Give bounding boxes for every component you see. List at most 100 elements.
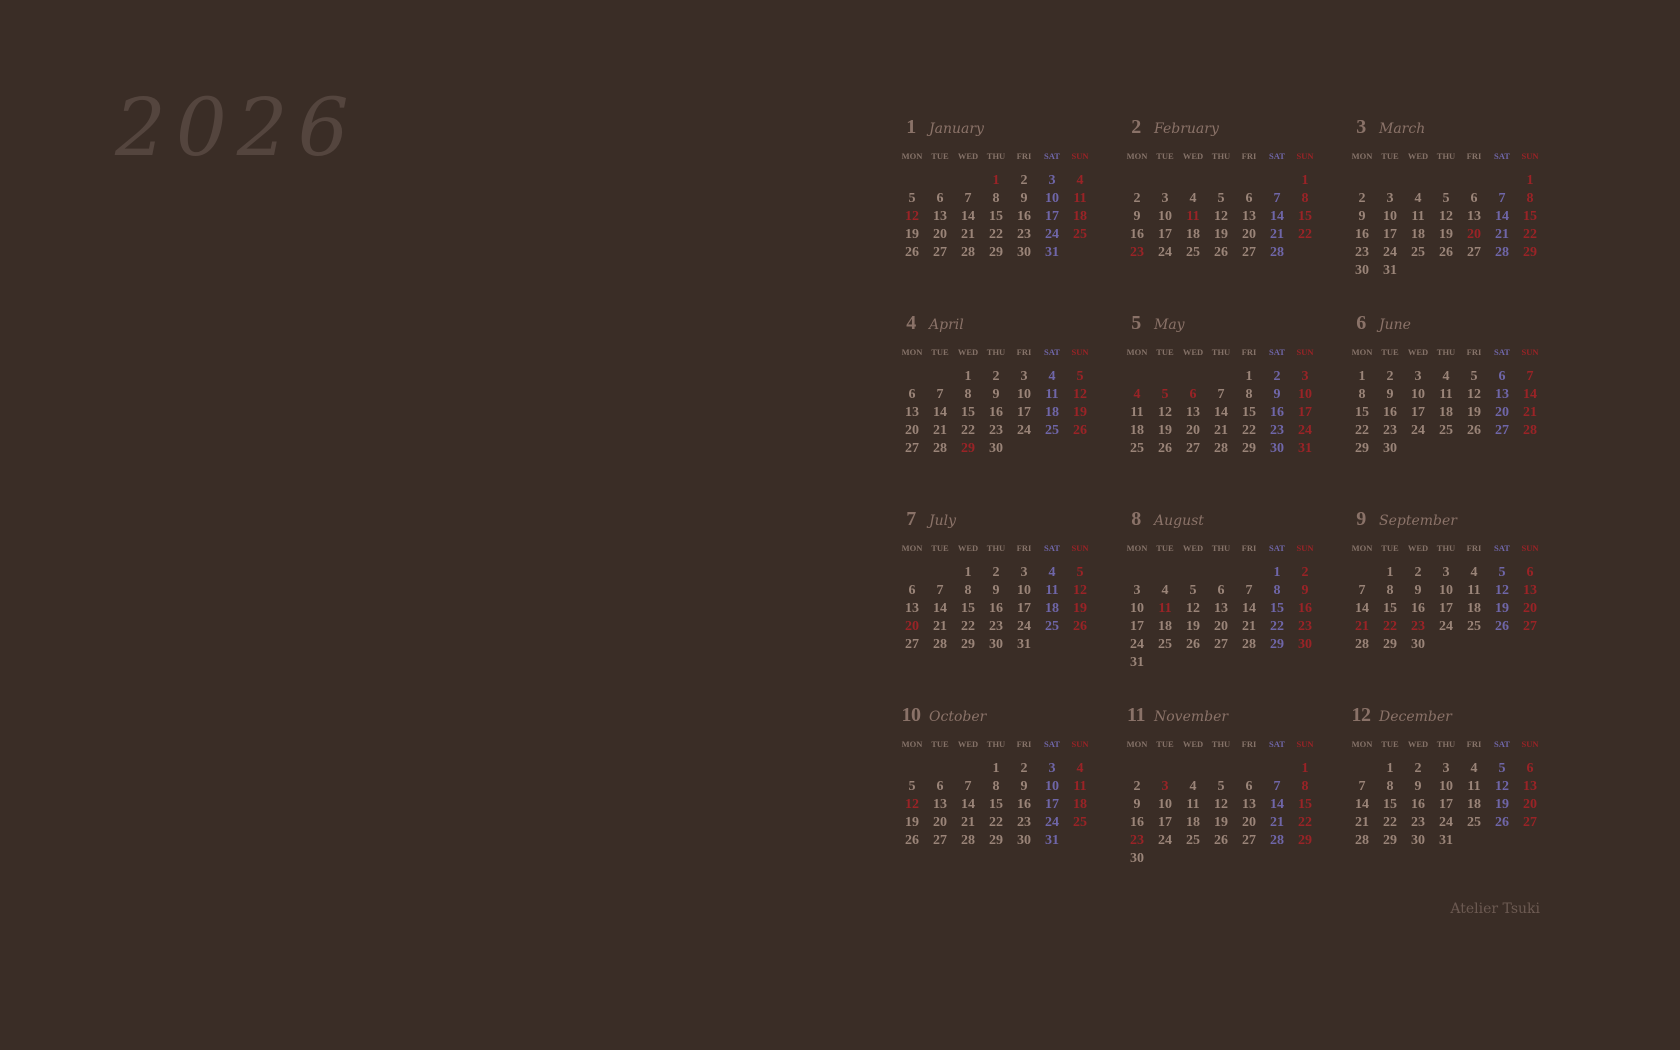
weekday-label: WED: [1182, 543, 1204, 553]
day-cell: 12: [1495, 583, 1509, 598]
day-cell: 23: [1017, 815, 1031, 830]
empty-cell: [1263, 172, 1291, 190]
day-cell: 4: [1076, 173, 1084, 188]
day-cell: 12: [1467, 387, 1481, 402]
day-cell: 19: [1158, 423, 1172, 438]
day-cell: 21: [1242, 619, 1256, 634]
day-cell: 22: [1383, 619, 1397, 634]
day-cell: 12: [1158, 405, 1172, 420]
weekday-label: FRI: [1466, 739, 1482, 749]
weekday-label: SAT: [1269, 739, 1285, 749]
month-name: September: [1379, 513, 1457, 529]
empty-cell: [1376, 172, 1404, 190]
day-cell: 26: [1439, 245, 1453, 260]
day-cell: 27: [1214, 637, 1228, 652]
weekday-label: TUE: [1381, 543, 1399, 553]
day-cell: 2: [992, 565, 1000, 580]
day-cell: 24: [1383, 245, 1397, 260]
weekday-label: SAT: [1044, 151, 1060, 161]
week-row: 23 24 25 26 27 28 29: [1348, 244, 1573, 262]
day-cell: 22: [1242, 423, 1256, 438]
day-cell: 29: [1242, 441, 1256, 456]
week-row: 14 15 16 17 18 19 20: [1348, 600, 1573, 618]
weekday-label: THU: [1436, 543, 1456, 553]
day-cell: 25: [1073, 227, 1087, 242]
weekday-label: SAT: [1494, 151, 1510, 161]
weekday-label: MON: [901, 151, 923, 161]
empty-cell: [1263, 760, 1291, 778]
day-cell: 31: [1298, 441, 1312, 456]
empty-cell: [1235, 564, 1263, 582]
day-cell: 2: [992, 369, 1000, 384]
day-cell: 31: [1130, 655, 1144, 670]
empty-cell: [1348, 172, 1376, 190]
weekday-label: TUE: [1381, 151, 1399, 161]
day-cell: 30: [1355, 263, 1369, 278]
brand-signature: Atelier Tsuki: [1450, 901, 1540, 917]
day-cell: 23: [1298, 619, 1312, 634]
day-cell: 9: [1358, 209, 1366, 224]
weekday-label: TUE: [931, 543, 949, 553]
day-cell: 22: [1355, 423, 1369, 438]
week-row: 6 7 8 9 10 11 12: [898, 386, 1123, 404]
day-cell: 12: [1214, 797, 1228, 812]
day-cell: 14: [1214, 405, 1228, 420]
day-cell: 14: [933, 405, 947, 420]
day-cell: 31: [1017, 637, 1031, 652]
weekday-row: MON TUE WED THU FRI SAT SUN: [1348, 543, 1573, 561]
empty-cell: [1123, 760, 1151, 778]
weekday-label: FRI: [1016, 739, 1032, 749]
day-cell: 29: [1383, 637, 1397, 652]
day-cell: 5: [1470, 369, 1478, 384]
month-name: January: [929, 121, 984, 137]
day-cell: 16: [1130, 815, 1144, 830]
day-cell: 9: [1386, 387, 1394, 402]
day-cell: 13: [933, 209, 947, 224]
weekday-label: WED: [1182, 739, 1204, 749]
week-row: 27 28 29 30 31: [898, 636, 1123, 654]
day-cell: 27: [1523, 619, 1537, 634]
day-cell: 20: [933, 227, 947, 242]
day-cell: 2: [1020, 173, 1028, 188]
weekday-label: SUN: [1296, 347, 1314, 357]
weekday-label: MON: [901, 739, 923, 749]
weekday-label: SAT: [1269, 347, 1285, 357]
day-cell: 7: [1358, 583, 1366, 598]
day-cell: 17: [1439, 797, 1453, 812]
month-header: 9 September: [1348, 508, 1573, 532]
week-row: 1: [1123, 760, 1348, 778]
day-cell: 10: [1439, 583, 1453, 598]
day-cell: 18: [1073, 797, 1087, 812]
weekday-label: MON: [1351, 543, 1373, 553]
day-cell: 12: [1214, 209, 1228, 224]
day-cell: 27: [1242, 833, 1256, 848]
day-cell: 10: [1158, 797, 1172, 812]
day-cell: 13: [1186, 405, 1200, 420]
week-row: 8 9 10 11 12 13 14: [1348, 386, 1573, 404]
weekday-row: MON TUE WED THU FRI SAT SUN: [1348, 739, 1573, 757]
week-row: 13 14 15 16 17 18 19: [898, 404, 1123, 422]
day-cell: 7: [936, 387, 944, 402]
day-cell: 13: [1467, 209, 1481, 224]
week-row: 7 8 9 10 11 12 13: [1348, 778, 1573, 796]
day-grid: 1 2 3 4 5 6 7 8 9 10 11 12 13 14 15 16 17 18 19 20 21 22 23 24 2…: [1348, 760, 1573, 850]
day-cell: 5: [1076, 369, 1084, 384]
day-cell: 29: [1270, 637, 1284, 652]
empty-cell: [1151, 564, 1179, 582]
weekday-label: FRI: [1241, 739, 1257, 749]
day-cell: 17: [1158, 815, 1172, 830]
weekday-label: SAT: [1044, 543, 1060, 553]
day-cell: 4: [1048, 565, 1056, 580]
day-cell: 3: [1386, 191, 1394, 206]
weekday-label: MON: [1126, 151, 1148, 161]
week-row: 1 2 3 4 5 6 7: [1348, 368, 1573, 386]
day-cell: 21: [961, 227, 975, 242]
day-cell: 29: [989, 245, 1003, 260]
day-cell: 28: [1270, 245, 1284, 260]
day-cell: 9: [1414, 583, 1422, 598]
month-header: 1 January: [898, 116, 1123, 140]
day-cell: 12: [1186, 601, 1200, 616]
day-cell: 16: [1270, 405, 1284, 420]
empty-cell: [1235, 760, 1263, 778]
day-cell: 17: [1158, 227, 1172, 242]
